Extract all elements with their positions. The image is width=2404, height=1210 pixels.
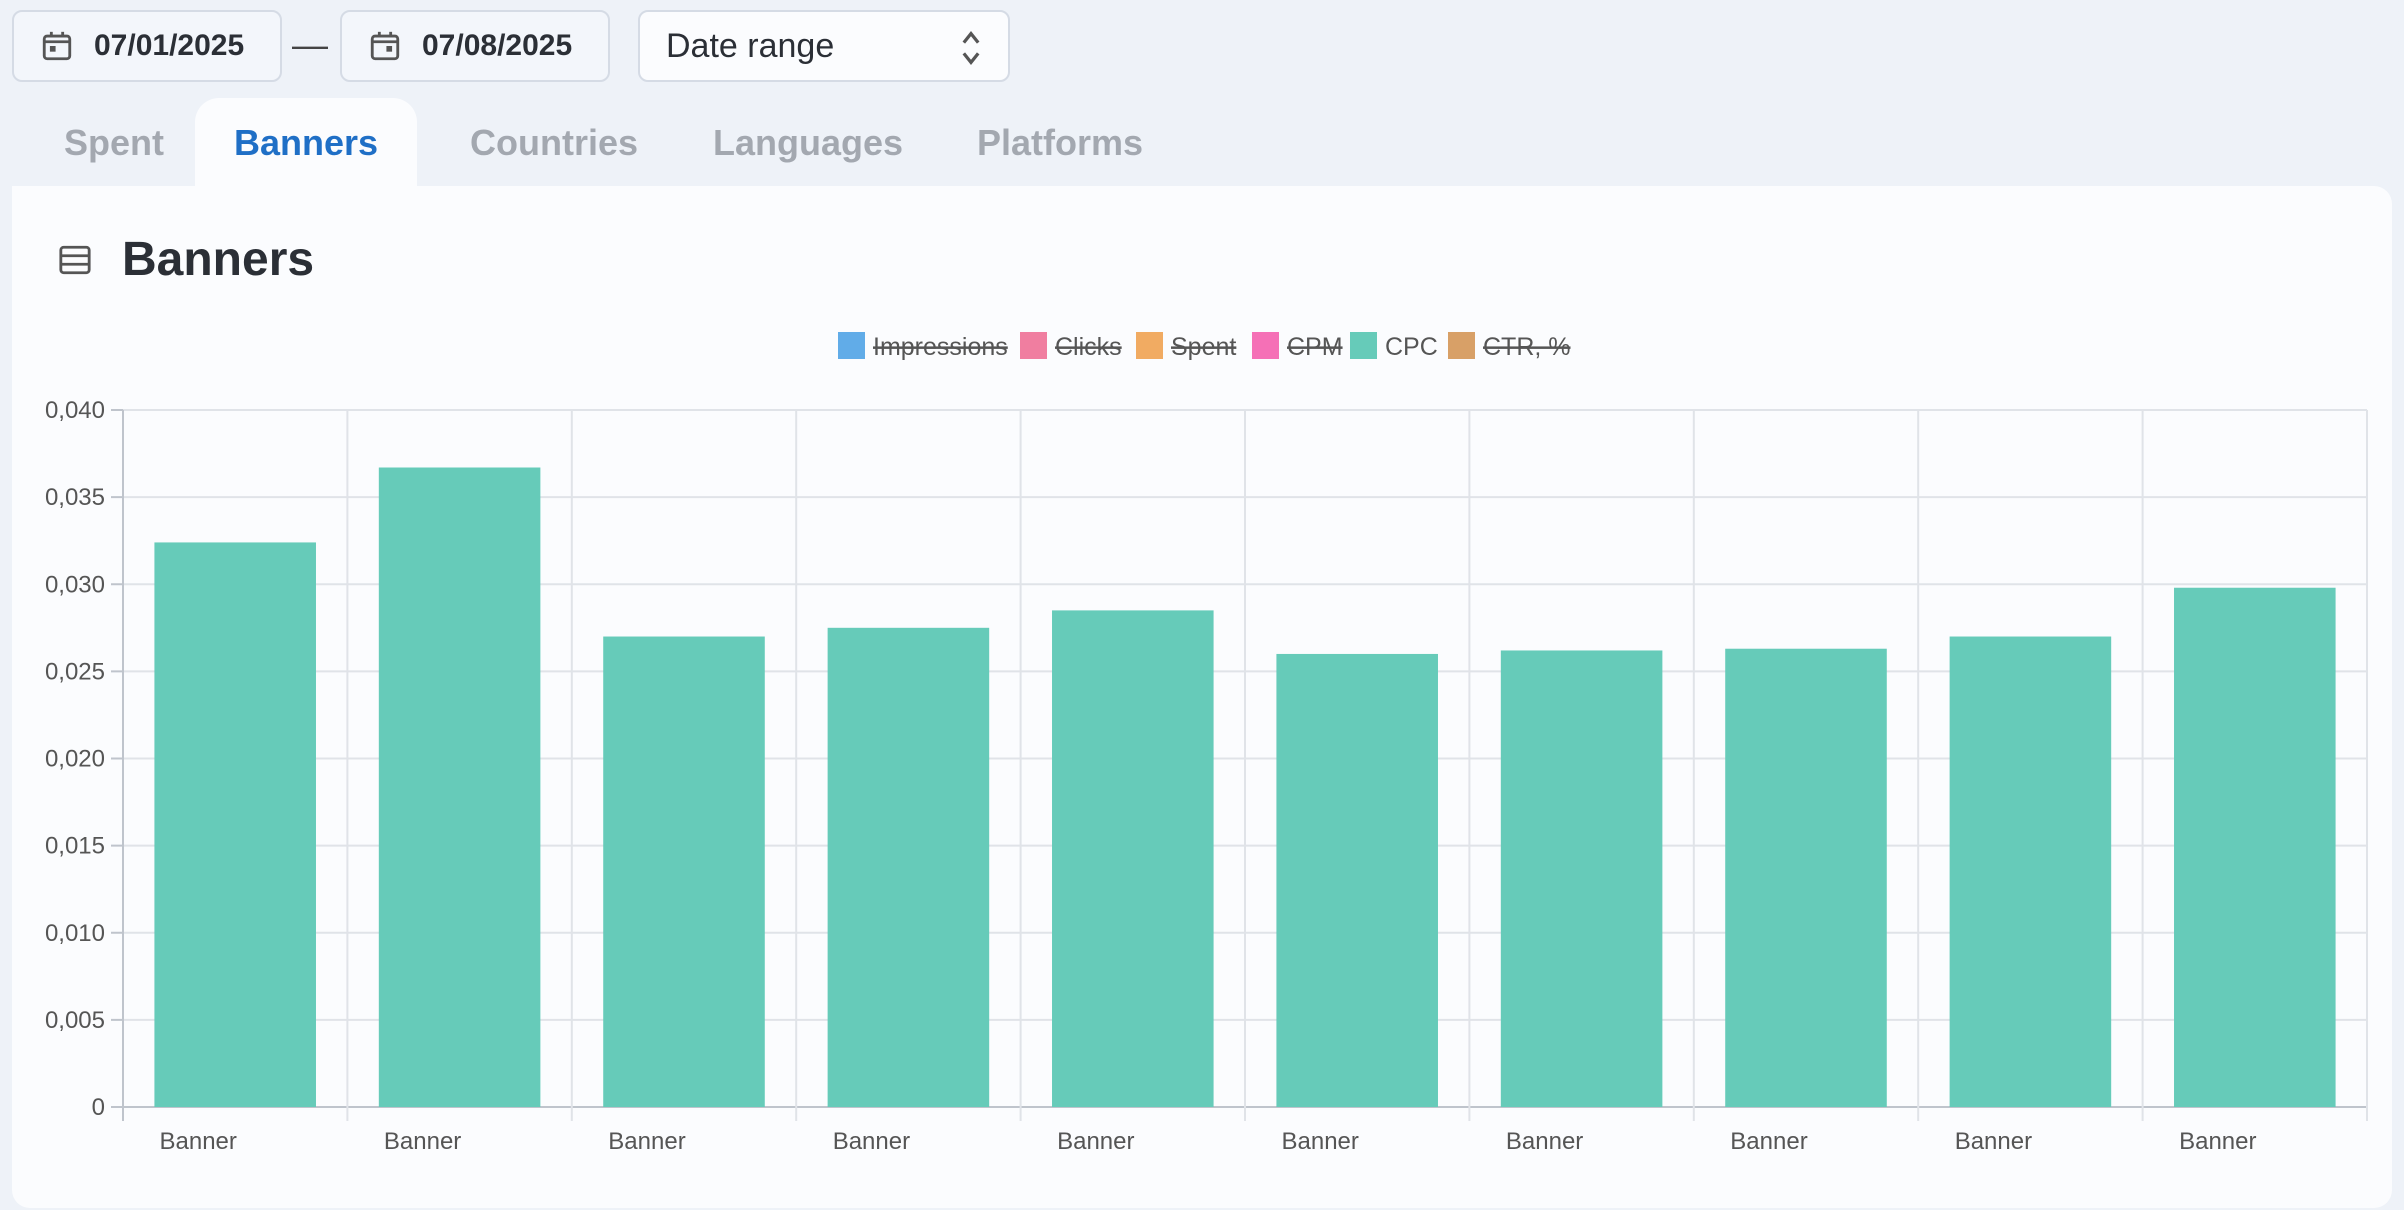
tab-label: Countries xyxy=(469,122,638,163)
legend-item[interactable]: CTR, % xyxy=(1448,332,1571,361)
legend-label: Impressions xyxy=(873,333,1008,361)
x-tick-label: Banner xyxy=(384,1128,461,1155)
y-tick-label: 0 xyxy=(92,1094,105,1121)
legend-swatch xyxy=(1448,332,1475,359)
end-date-value: 07/08/2025 xyxy=(422,29,573,62)
tab-spent[interactable]: Spent xyxy=(24,98,204,188)
chart-legend: Impressions Clicks Spent CPM CPC CTR, % xyxy=(838,332,1571,361)
tab-label: Platforms xyxy=(976,122,1144,163)
table-icon xyxy=(59,245,91,274)
y-tick-label: 0,010 xyxy=(45,920,105,947)
tab-platforms[interactable]: Platforms xyxy=(940,98,1180,188)
calendar-icon xyxy=(370,31,400,61)
panel-title: Banners xyxy=(122,233,315,286)
bar xyxy=(1500,650,1663,1107)
legend-swatch xyxy=(1350,332,1377,359)
bar xyxy=(603,636,765,1107)
panel-header: Banners xyxy=(58,232,314,287)
bar xyxy=(1725,648,1887,1107)
legend-label: CPM xyxy=(1287,333,1343,361)
chart-panel: Banners Impressions Clicks Spent CPM CPC CTR,… xyxy=(12,186,2392,1208)
bar xyxy=(1052,610,1214,1107)
x-tick-label: Banner xyxy=(608,1128,685,1155)
bar xyxy=(827,627,990,1107)
y-tick-label: 0,005 xyxy=(45,1007,105,1034)
y-tick-label: 0,015 xyxy=(45,833,105,860)
legend-item[interactable]: Spent xyxy=(1136,332,1236,361)
tab-label: Banners xyxy=(233,122,379,163)
x-tick-label: Banner xyxy=(1282,1128,1359,1155)
tab-countries[interactable]: Countries xyxy=(432,98,676,188)
x-tick-label: Banner xyxy=(160,1128,237,1155)
legend-swatch xyxy=(1252,332,1279,359)
cpc-bar-chart: Impressions Clicks Spent CPM CPC CTR, % 0 0,005… xyxy=(45,332,2368,1155)
x-tick-label: Banner xyxy=(833,1128,910,1155)
date-range-value: Date range xyxy=(666,26,835,65)
legend-item[interactable]: CPM xyxy=(1252,332,1343,361)
calendar-icon xyxy=(42,31,72,61)
date-separator: — xyxy=(292,24,328,65)
start-date-value: 07/01/2025 xyxy=(94,29,245,62)
y-tick-label: 0,020 xyxy=(45,746,105,773)
tab-languages[interactable]: Languages xyxy=(676,98,940,188)
y-tick-label: 0,025 xyxy=(45,658,105,685)
legend-label: CPC xyxy=(1385,333,1438,361)
legend-item[interactable]: Clicks xyxy=(1020,332,1122,361)
y-tick-label: 0,040 xyxy=(45,397,105,424)
bar xyxy=(1949,636,2112,1107)
legend-label: Spent xyxy=(1171,333,1236,361)
y-tick-label: 0,035 xyxy=(45,484,105,511)
end-date-button[interactable]: 07/08/2025 xyxy=(340,10,610,82)
legend-label: CTR, % xyxy=(1483,333,1571,361)
legend-item[interactable]: Impressions xyxy=(838,332,1008,361)
date-range-select[interactable]: Date range xyxy=(638,10,1010,82)
legend-swatch xyxy=(1136,332,1163,359)
legend-swatch xyxy=(838,332,865,359)
chevron-updown-icon xyxy=(962,31,980,65)
start-date-button[interactable]: 07/01/2025 xyxy=(12,10,282,82)
x-tick-label: Banner xyxy=(2179,1128,2256,1155)
legend-item[interactable]: CPC xyxy=(1350,332,1438,361)
bar xyxy=(378,467,541,1107)
bar xyxy=(154,542,316,1107)
x-tick-label: Banner xyxy=(1057,1128,1134,1155)
y-tick-label: 0,030 xyxy=(45,571,105,598)
legend-swatch xyxy=(1020,332,1047,359)
tab-label: Spent xyxy=(63,122,164,163)
legend-label: Clicks xyxy=(1055,333,1122,361)
tab-label: Languages xyxy=(712,122,904,163)
x-tick-label: Banner xyxy=(1506,1128,1583,1155)
x-tick-label: Banner xyxy=(1730,1128,1807,1155)
bar xyxy=(2174,587,2336,1107)
bar xyxy=(1276,653,1438,1107)
x-tick-label: Banner xyxy=(1955,1128,2032,1155)
tab-banners[interactable]: Banners xyxy=(195,98,417,188)
